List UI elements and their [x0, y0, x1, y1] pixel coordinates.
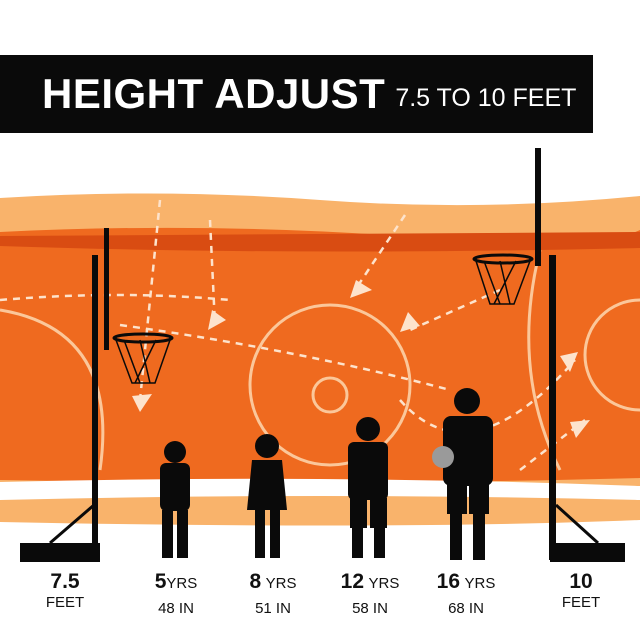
label-unit: FEET	[561, 594, 601, 611]
label-unit: YRS	[265, 575, 297, 592]
label-value: 7.5	[50, 570, 80, 593]
label-16-yrs: 16 YRS 68 IN	[416, 570, 516, 617]
title-banner: HEIGHT ADJUST 7.5 TO 10 FEET	[0, 55, 593, 133]
label-height: 58 IN	[352, 600, 388, 617]
label-value: 16	[436, 570, 461, 593]
label-value: 5	[154, 570, 167, 593]
label-5-yrs: 5YRS 48 IN	[126, 570, 226, 617]
basketball-icon	[432, 446, 454, 468]
title-sub: 7.5 TO 10 FEET	[395, 83, 577, 112]
label-8-yrs: 8 YRS 51 IN	[223, 570, 323, 617]
silhouette-8-yrs	[247, 434, 287, 558]
label-10-feet: 10 FEET	[531, 570, 631, 611]
silhouette-5-yrs	[160, 441, 190, 558]
silhouette-12-yrs	[348, 417, 388, 558]
label-unit: FEET	[45, 594, 85, 611]
hoop-7-5-feet	[20, 228, 174, 562]
label-height: 68 IN	[448, 600, 484, 617]
label-value: 8	[249, 570, 262, 593]
label-12-yrs: 12 YRS 58 IN	[320, 570, 420, 617]
label-unit: YRS	[464, 575, 496, 592]
label-unit: YRS	[368, 575, 400, 592]
label-value: 12	[340, 570, 365, 593]
label-unit: YRS	[166, 575, 198, 592]
label-height: 48 IN	[158, 600, 194, 617]
hoop-10-feet	[472, 148, 625, 562]
title-main: HEIGHT ADJUST	[42, 70, 386, 117]
silhouette-16-yrs	[443, 388, 493, 560]
label-7-5-feet: 7.5 FEET	[15, 570, 115, 611]
label-height: 51 IN	[255, 600, 291, 617]
label-value: 10	[569, 570, 593, 593]
